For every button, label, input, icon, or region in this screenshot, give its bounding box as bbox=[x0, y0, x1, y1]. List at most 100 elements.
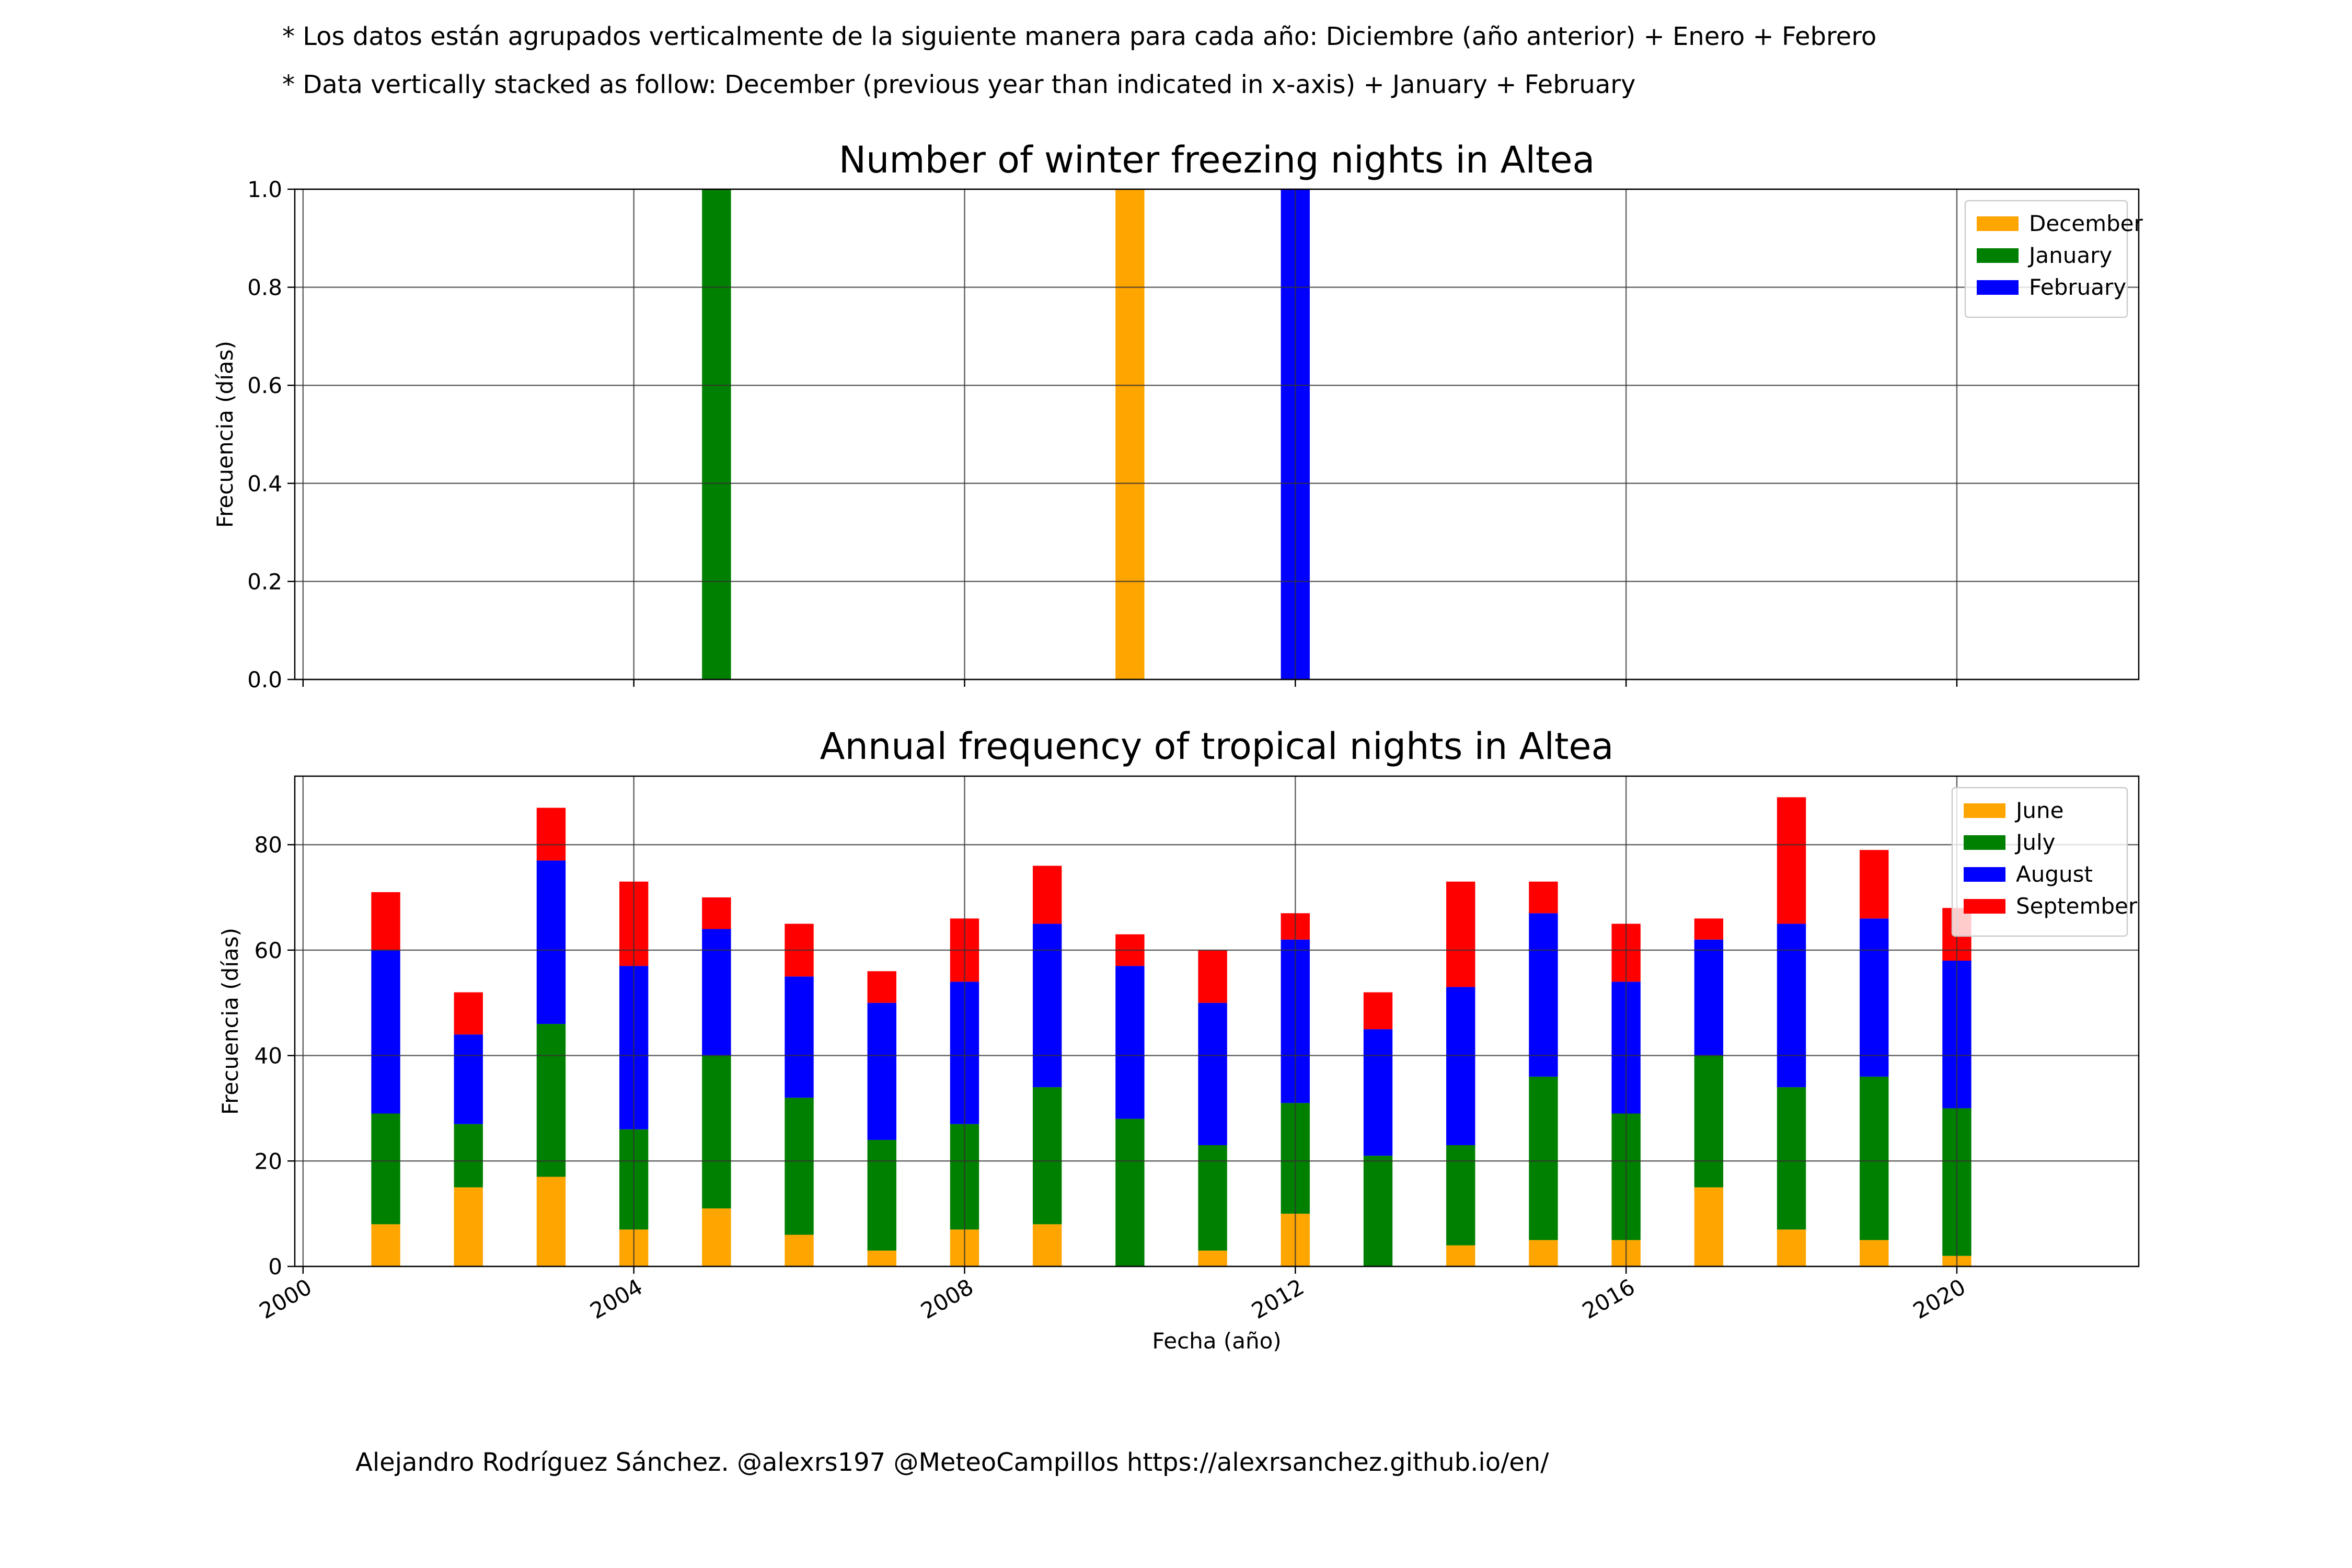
tropical-bar-september-2017 bbox=[1694, 918, 1724, 940]
tropical-legend-label-august: August bbox=[2016, 861, 2093, 887]
tropical-bar-september-2015 bbox=[1529, 881, 1558, 914]
freezing-legend-label-february: February bbox=[2029, 274, 2126, 300]
tropical-legend-label-july: July bbox=[2014, 829, 2056, 855]
tropical-bar-august-2019 bbox=[1860, 918, 1889, 1077]
freezing-bar-january-2005 bbox=[702, 189, 731, 679]
tropical-legend-label-september: September bbox=[2016, 893, 2138, 919]
tropical-x-axis-label: Fecha (año) bbox=[1152, 1328, 1281, 1354]
tropical-bar-september-2014 bbox=[1446, 881, 1475, 987]
tropical-bar-september-2013 bbox=[1363, 992, 1393, 1030]
tropical-bar-august-2003 bbox=[536, 860, 566, 1024]
freezing-ytick-label: 0.0 bbox=[247, 667, 282, 693]
freezing-legend-swatch-december bbox=[1977, 216, 2019, 231]
tropical-bar-july-2001 bbox=[371, 1113, 400, 1225]
tropical-bar-july-2006 bbox=[785, 1098, 814, 1235]
freezing-ytick-label: 0.4 bbox=[247, 471, 282, 497]
freezing-ytick-label: 0.2 bbox=[247, 569, 282, 594]
tropical-bar-september-2002 bbox=[454, 992, 483, 1035]
tropical-bar-august-2010 bbox=[1115, 966, 1145, 1119]
tropical-bar-september-2011 bbox=[1198, 950, 1227, 1003]
tropical-ytick-label: 20 bbox=[255, 1148, 282, 1174]
tropical-ytick-label: 0 bbox=[268, 1254, 282, 1279]
tropical-bar-june-2017 bbox=[1694, 1187, 1724, 1266]
tropical-bar-august-2014 bbox=[1446, 987, 1475, 1146]
tropical-bar-august-2015 bbox=[1529, 913, 1558, 1077]
tropical-bar-july-2015 bbox=[1529, 1076, 1558, 1240]
tropical-bar-july-2003 bbox=[536, 1024, 566, 1177]
tropical-bar-june-2005 bbox=[702, 1208, 731, 1266]
tropical-bar-june-2019 bbox=[1860, 1240, 1889, 1266]
tropical-legend-swatch-june bbox=[1964, 803, 2005, 818]
note-spanish: * Los datos están agrupados verticalment… bbox=[282, 22, 1877, 51]
tropical-xtick-label: 2008 bbox=[916, 1274, 977, 1324]
tropical-bar-june-2002 bbox=[454, 1187, 483, 1266]
tropical-chart-title: Annual frequency of tropical nights in A… bbox=[820, 725, 1614, 768]
tropical-bar-june-2018 bbox=[1777, 1229, 1806, 1266]
tropical-bar-june-2001 bbox=[371, 1224, 400, 1266]
tropical-bar-september-2001 bbox=[371, 892, 400, 950]
freezing-ytick-label: 1.0 bbox=[247, 177, 282, 202]
tropical-bar-august-2009 bbox=[1032, 924, 1062, 1088]
tropical-bar-august-2006 bbox=[785, 976, 814, 1098]
tropical-ytick-label: 40 bbox=[255, 1043, 282, 1069]
tropical-plot-frame bbox=[294, 775, 2140, 1267]
freezing-legend-label-january: January bbox=[2027, 243, 2112, 268]
tropical-bar-july-2005 bbox=[702, 1055, 731, 1209]
tropical-bar-august-2013 bbox=[1363, 1029, 1393, 1156]
tropical-bar-september-2007 bbox=[867, 971, 896, 1003]
tropical-bar-july-2002 bbox=[454, 1124, 483, 1187]
tropical-xtick-label: 2020 bbox=[1909, 1274, 1970, 1324]
tropical-xtick-label: 2004 bbox=[586, 1274, 647, 1324]
freezing-y-axis-label: Frecuencia (días) bbox=[212, 341, 238, 528]
note-english: * Data vertically stacked as follow: Dec… bbox=[282, 70, 1636, 99]
tropical-ytick-label: 80 bbox=[255, 832, 282, 858]
tropical-xtick-label: 2012 bbox=[1247, 1274, 1308, 1324]
tropical-bar-august-2007 bbox=[867, 1002, 896, 1140]
tropical-bar-july-2009 bbox=[1032, 1087, 1062, 1225]
tropical-bar-june-2014 bbox=[1446, 1245, 1475, 1266]
tropical-bar-july-2010 bbox=[1115, 1119, 1145, 1266]
freezing-legend-swatch-january bbox=[1977, 248, 2019, 263]
tropical-bar-july-2014 bbox=[1446, 1145, 1475, 1246]
tropical-bar-september-2018 bbox=[1777, 797, 1806, 924]
tropical-bar-august-2005 bbox=[702, 929, 731, 1056]
tropical-legend-swatch-july bbox=[1964, 835, 2005, 850]
tropical-bar-july-2013 bbox=[1363, 1156, 1393, 1266]
tropical-xtick-label: 2016 bbox=[1578, 1274, 1639, 1324]
tropical-legend-swatch-september bbox=[1964, 899, 2005, 914]
tropical-bar-august-2011 bbox=[1198, 1002, 1227, 1146]
tropical-bar-july-2017 bbox=[1694, 1055, 1724, 1187]
tropical-bar-july-2011 bbox=[1198, 1145, 1227, 1251]
freezing-ytick-label: 0.6 bbox=[247, 373, 282, 398]
freezing-legend-label-december: December bbox=[2029, 211, 2143, 236]
tropical-bar-august-2017 bbox=[1694, 939, 1724, 1056]
freezing-legend-swatch-february bbox=[1977, 280, 2019, 295]
tropical-bar-september-2003 bbox=[536, 808, 566, 861]
tropical-bar-august-2018 bbox=[1777, 924, 1806, 1088]
tropical-bar-july-2018 bbox=[1777, 1087, 1806, 1230]
tropical-bar-june-2003 bbox=[536, 1177, 566, 1266]
tropical-bar-august-2001 bbox=[371, 950, 400, 1114]
tropical-bar-september-2019 bbox=[1860, 850, 1889, 919]
tropical-bar-august-2002 bbox=[454, 1034, 483, 1124]
tropical-bar-september-2009 bbox=[1032, 866, 1062, 924]
tropical-ytick-label: 60 bbox=[255, 938, 282, 963]
author-credit: Alejandro Rodríguez Sánchez. @alexrs197 … bbox=[355, 1448, 1549, 1477]
tropical-xtick-label: 2000 bbox=[255, 1274, 316, 1324]
tropical-bar-june-2007 bbox=[867, 1250, 896, 1266]
tropical-bar-july-2019 bbox=[1860, 1076, 1889, 1240]
freezing-ytick-label: 0.8 bbox=[247, 275, 282, 301]
freezing-bar-december-2010 bbox=[1115, 189, 1145, 679]
freezing-chart-title: Number of winter freezing nights in Alte… bbox=[839, 139, 1595, 181]
tropical-legend-swatch-august bbox=[1964, 867, 2005, 882]
tropical-y-axis-label: Frecuencia (días) bbox=[217, 928, 243, 1115]
tropical-bar-june-2009 bbox=[1032, 1224, 1062, 1266]
tropical-legend-label-june: June bbox=[2014, 798, 2063, 823]
tropical-bar-september-2005 bbox=[702, 897, 731, 929]
tropical-bar-july-2007 bbox=[867, 1139, 896, 1251]
tropical-bar-june-2015 bbox=[1529, 1240, 1558, 1266]
freezing-plot-frame bbox=[294, 188, 2140, 681]
tropical-bar-june-2006 bbox=[785, 1235, 814, 1266]
tropical-bar-june-2011 bbox=[1198, 1250, 1227, 1266]
